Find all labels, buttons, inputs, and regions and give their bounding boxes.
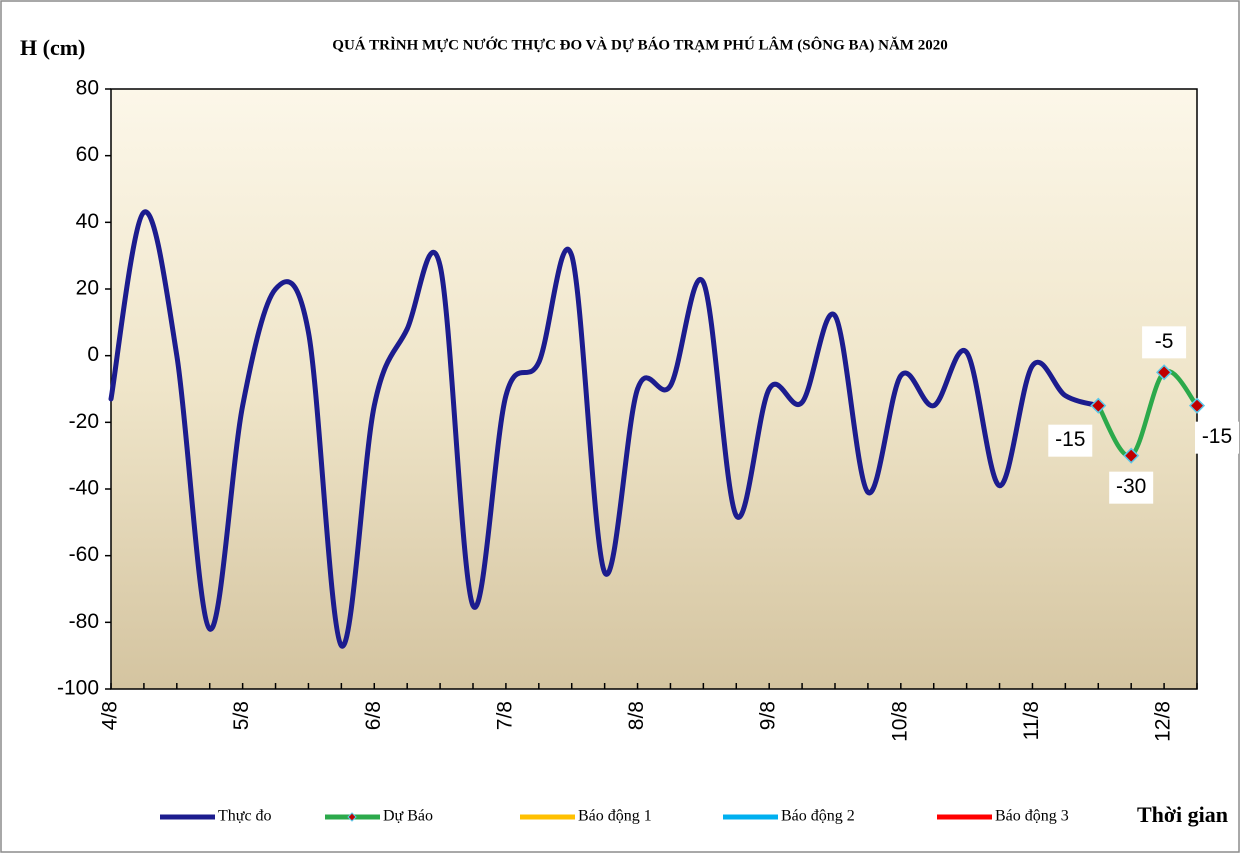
x-tick-label: 8/8 [625,701,648,730]
x-axis-label: Thời gian [1137,802,1228,827]
y-tick-label: -60 [69,543,99,566]
x-tick-label: 5/8 [230,701,253,730]
legend-label: Báo động 2 [781,808,855,825]
data-label: -5 [1155,330,1174,353]
data-marker [1156,364,1173,381]
x-tick-label: 9/8 [757,701,780,730]
data-label: -15 [1055,428,1085,451]
y-tick-label: -100 [57,677,99,700]
data-label: -15 [1202,425,1232,448]
x-tick-label: 6/8 [362,701,385,730]
plot-area [110,88,1198,690]
data-label-box [1048,424,1093,457]
x-tick-label: 7/8 [493,701,516,730]
data-label-box [1109,471,1154,504]
x-tick-label: 12/8 [1152,701,1175,742]
chart-title: QUÁ TRÌNH MỰC NƯỚC THỰC ĐO VÀ DỰ BÁO TRẠ… [332,36,947,53]
data-marker [1123,447,1140,464]
legend-label: Thực đo [218,808,272,825]
legend-label: Dự Báo [383,808,433,825]
data-label-box [1142,326,1187,359]
y-tick-label: 0 [87,343,99,366]
data-marker [1090,397,1107,414]
data-marker [1188,397,1206,414]
y-tick-label: 80 [76,77,99,100]
series-line [108,209,1101,649]
y-tick-label: 20 [76,277,99,300]
data-label-box [1195,421,1239,454]
x-tick-label: 4/8 [99,701,122,730]
y-axis-label: H (cm) [20,35,85,60]
y-tick-label: -80 [69,610,99,633]
series-line [1096,368,1200,458]
x-tick-label: 10/8 [888,701,911,742]
y-tick-label: -40 [69,477,99,500]
legend-label: Báo động 1 [578,808,652,825]
x-tick-label: 11/8 [1020,701,1043,740]
y-tick-label: 40 [76,210,99,233]
legend-marker [347,812,357,822]
data-label: -30 [1116,475,1146,498]
y-tick-label: -20 [69,410,99,433]
y-tick-label: 60 [76,143,99,166]
legend-label: Báo động 3 [995,808,1069,825]
